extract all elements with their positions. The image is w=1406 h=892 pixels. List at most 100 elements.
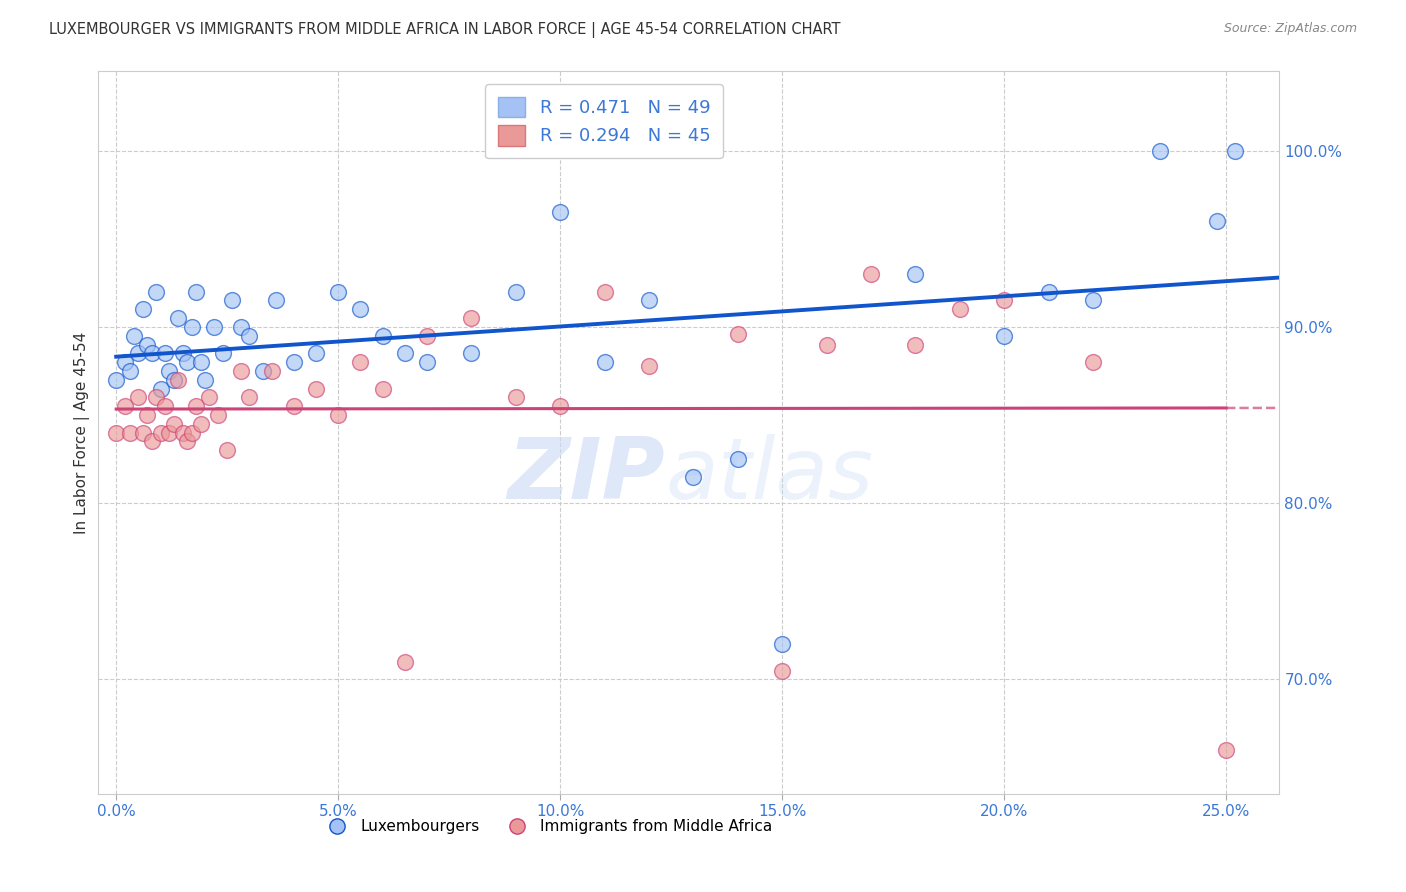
Point xyxy=(305,382,328,396)
Point xyxy=(328,408,350,422)
Point xyxy=(727,452,749,467)
Point xyxy=(172,346,194,360)
Point xyxy=(159,364,181,378)
Point xyxy=(217,443,239,458)
Point xyxy=(1038,285,1060,299)
Point xyxy=(145,285,167,299)
Point xyxy=(283,355,305,369)
Point xyxy=(371,382,394,396)
Point xyxy=(394,346,416,360)
Point xyxy=(167,373,190,387)
Text: ZIP: ZIP xyxy=(508,434,665,517)
Point xyxy=(252,364,274,378)
Point xyxy=(163,373,186,387)
Point xyxy=(141,434,163,449)
Point xyxy=(770,664,793,678)
Point xyxy=(176,434,198,449)
Point xyxy=(682,469,704,483)
Point xyxy=(118,364,141,378)
Point xyxy=(127,346,149,360)
Text: LUXEMBOURGER VS IMMIGRANTS FROM MIDDLE AFRICA IN LABOR FORCE | AGE 45-54 CORRELA: LUXEMBOURGER VS IMMIGRANTS FROM MIDDLE A… xyxy=(49,22,841,38)
Point xyxy=(1206,214,1229,228)
Point xyxy=(593,355,616,369)
Point xyxy=(770,637,793,651)
Point xyxy=(105,373,128,387)
Point xyxy=(264,293,287,308)
Point xyxy=(815,337,838,351)
Point xyxy=(184,399,207,413)
Point xyxy=(238,390,260,404)
Point xyxy=(328,285,350,299)
Point xyxy=(1081,293,1104,308)
Point xyxy=(859,267,882,281)
Point xyxy=(118,425,141,440)
Point xyxy=(229,319,252,334)
Point xyxy=(416,355,439,369)
Point xyxy=(105,425,128,440)
Point xyxy=(371,328,394,343)
Point xyxy=(904,267,927,281)
Point xyxy=(283,399,305,413)
Point xyxy=(153,399,176,413)
Point xyxy=(211,346,233,360)
Point xyxy=(180,425,202,440)
Point xyxy=(132,302,155,317)
Point xyxy=(505,285,527,299)
Point xyxy=(727,326,749,341)
Point xyxy=(593,285,616,299)
Point xyxy=(1215,743,1237,757)
Point xyxy=(548,205,571,219)
Point xyxy=(238,328,260,343)
Point xyxy=(184,285,207,299)
Point xyxy=(114,399,136,413)
Point xyxy=(993,293,1015,308)
Point xyxy=(198,390,221,404)
Point xyxy=(638,293,661,308)
Point xyxy=(207,408,229,422)
Point xyxy=(460,311,482,326)
Point xyxy=(136,337,159,351)
Point xyxy=(114,355,136,369)
Point xyxy=(993,328,1015,343)
Point xyxy=(159,425,181,440)
Point xyxy=(305,346,328,360)
Point xyxy=(176,355,198,369)
Point xyxy=(172,425,194,440)
Point xyxy=(1149,144,1171,158)
Point xyxy=(122,328,145,343)
Point xyxy=(149,382,172,396)
Point xyxy=(394,655,416,669)
Point xyxy=(229,364,252,378)
Point xyxy=(904,337,927,351)
Text: Source: ZipAtlas.com: Source: ZipAtlas.com xyxy=(1223,22,1357,36)
Point xyxy=(167,311,190,326)
Point xyxy=(505,390,527,404)
Point xyxy=(190,417,212,431)
Point xyxy=(136,408,159,422)
Point xyxy=(460,346,482,360)
Point xyxy=(190,355,212,369)
Point xyxy=(163,417,186,431)
Point xyxy=(1081,355,1104,369)
Point xyxy=(949,302,972,317)
Point xyxy=(194,373,217,387)
Point xyxy=(149,425,172,440)
Point xyxy=(349,355,371,369)
Legend: Luxembourgers, Immigrants from Middle Africa: Luxembourgers, Immigrants from Middle Af… xyxy=(316,814,779,840)
Y-axis label: In Labor Force | Age 45-54: In Labor Force | Age 45-54 xyxy=(75,332,90,533)
Point xyxy=(548,399,571,413)
Point xyxy=(141,346,163,360)
Point xyxy=(416,328,439,343)
Point xyxy=(1223,144,1246,158)
Point xyxy=(145,390,167,404)
Point xyxy=(127,390,149,404)
Point xyxy=(638,359,661,373)
Text: atlas: atlas xyxy=(665,434,873,517)
Point xyxy=(132,425,155,440)
Point xyxy=(349,302,371,317)
Point xyxy=(202,319,225,334)
Point xyxy=(260,364,283,378)
Point xyxy=(180,319,202,334)
Point xyxy=(153,346,176,360)
Point xyxy=(221,293,243,308)
